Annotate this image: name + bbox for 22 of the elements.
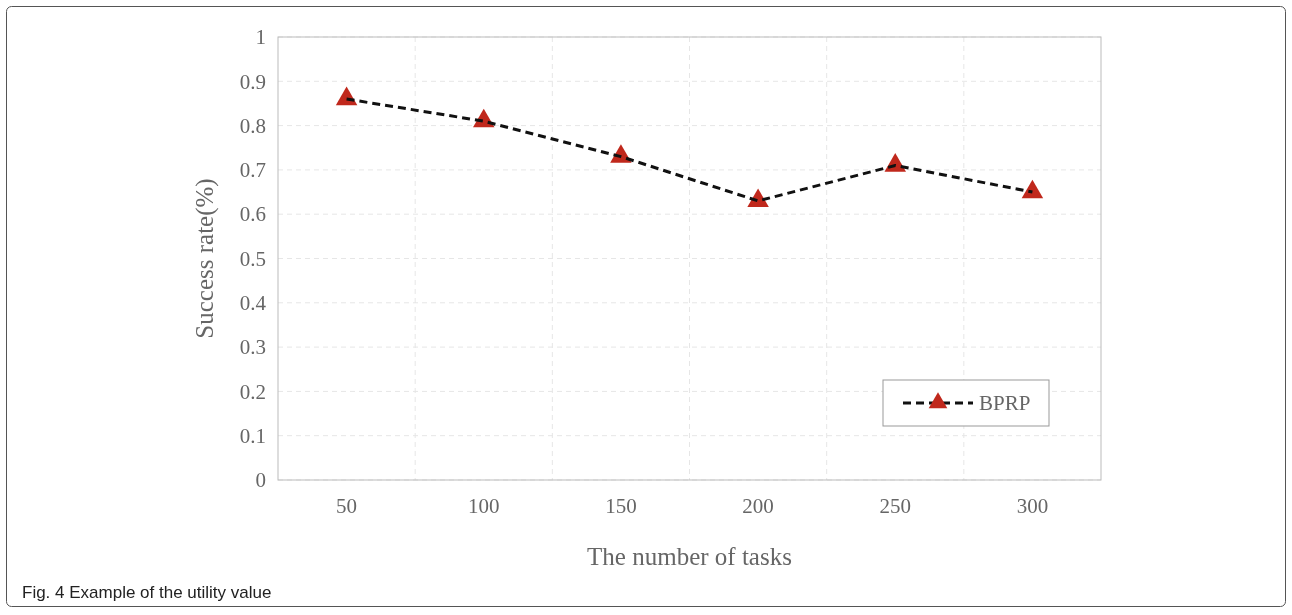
y-tick-label: 1 (255, 25, 266, 50)
y-tick-label: 0.6 (239, 202, 266, 227)
y-tick-label: 0.1 (239, 423, 266, 448)
x-tick-label: 250 (879, 493, 911, 518)
y-axis-title: Success rate(%) (191, 178, 219, 339)
y-tick-label: 0.8 (239, 113, 266, 138)
y-tick-label: 0.9 (239, 69, 266, 94)
y-tick-label: 0.3 (239, 335, 266, 360)
y-tick-label: 0 (255, 468, 266, 493)
caption: Fig. 4 Example of the utility value (22, 583, 272, 602)
point (1021, 179, 1044, 199)
y-tick-label: 0.5 (239, 246, 266, 271)
y-tick-label: 0.2 (239, 379, 266, 404)
x-tick-label: 200 (742, 493, 774, 518)
x-tick-label: 50 (336, 493, 358, 518)
x-axis-title: The number of tasks (587, 543, 792, 570)
x-tick-label: 300 (1016, 493, 1049, 518)
legend-label: BPRP (979, 391, 1031, 415)
x-tick-label: 150 (605, 493, 637, 518)
y-tick-label: 0.4 (239, 291, 267, 316)
x-tick-label: 100 (468, 493, 500, 518)
y-tick-label: 0.7 (239, 158, 266, 183)
